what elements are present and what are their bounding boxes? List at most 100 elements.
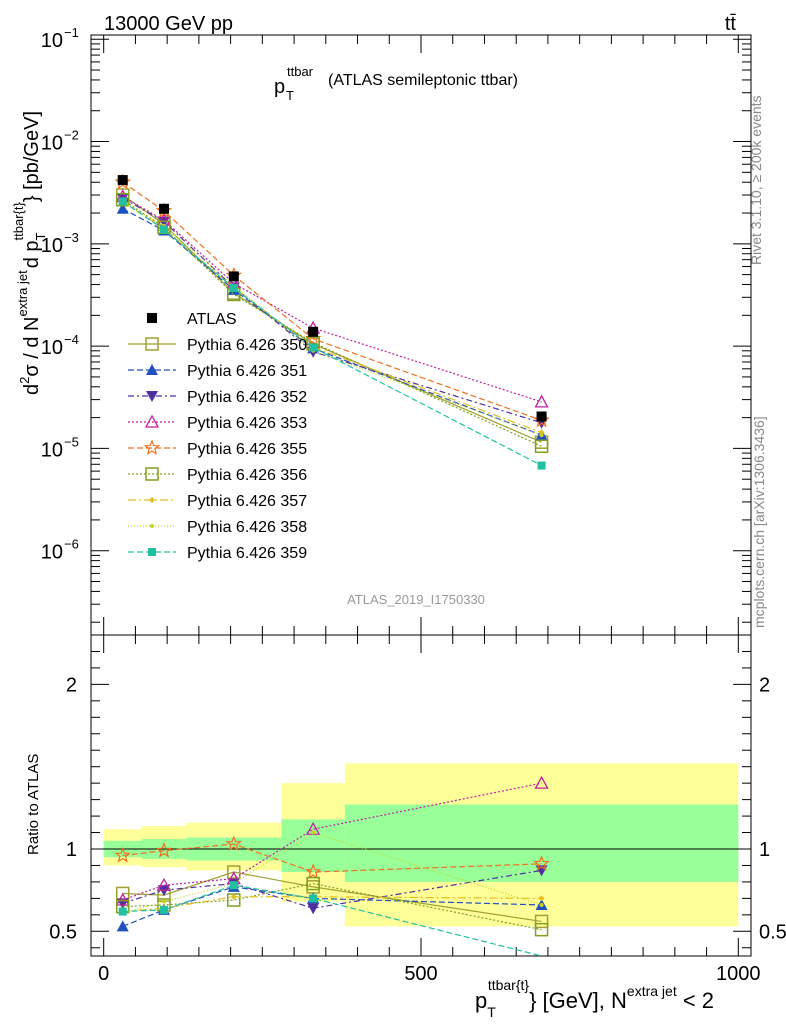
series-line-main bbox=[122, 208, 542, 436]
series-point-main bbox=[116, 202, 129, 214]
ttbar-tag: tt̄ bbox=[725, 13, 737, 35]
legend-label: Pythia 6.426 356 bbox=[187, 467, 307, 484]
ratio-ytick-label: 0.5 bbox=[49, 921, 77, 943]
legend-entry-6: Pythia 6.426 356 bbox=[128, 467, 307, 484]
legend-label: ATLAS bbox=[187, 311, 237, 328]
main-ytick-label: 10 bbox=[41, 337, 63, 359]
series-line-main bbox=[122, 199, 542, 447]
main-ytick-label: 10 bbox=[41, 542, 63, 564]
series-line-main bbox=[122, 194, 542, 443]
stat-band-3 bbox=[281, 819, 345, 873]
legend-marker bbox=[150, 524, 154, 528]
series-point-ratio bbox=[227, 865, 241, 879]
main-ytick-exp: −5 bbox=[64, 434, 79, 449]
series-point-ratio bbox=[534, 914, 549, 929]
ylabel-a: d bbox=[21, 384, 43, 395]
xlabel-sup2: extra jet bbox=[627, 983, 677, 999]
title-p: p bbox=[274, 76, 285, 98]
series-point-main bbox=[309, 343, 318, 352]
legend-marker bbox=[146, 391, 158, 402]
series-line-main bbox=[122, 200, 542, 434]
x-axis-label: pTttbar{t}} [GeV], Nextra jet < 2 bbox=[475, 977, 714, 1020]
series-point-ratio bbox=[534, 775, 549, 789]
main-ytick-label: 10 bbox=[41, 439, 63, 461]
series-point-main bbox=[118, 197, 127, 206]
legend-entry-4: Pythia 6.426 353 bbox=[128, 414, 307, 432]
legend-marker bbox=[145, 467, 159, 481]
series-point-ratio bbox=[539, 902, 544, 907]
series-point-ratio bbox=[307, 903, 320, 915]
series-line-main bbox=[122, 200, 542, 467]
legend-label: Pythia 6.426 351 bbox=[187, 363, 307, 380]
ylabel-b-sup: extra jet bbox=[15, 270, 30, 317]
rivet-version: Rivet 3.1.10, ≥ 200k events bbox=[748, 95, 764, 265]
title-sup: ttbar bbox=[287, 64, 314, 79]
series-line-main bbox=[122, 196, 542, 403]
series-point-main bbox=[534, 439, 549, 454]
ratio-xtick-label: 1000 bbox=[716, 963, 761, 985]
xlabel-sub: T bbox=[487, 1004, 496, 1020]
main-title: p bbox=[274, 76, 285, 98]
ratio-ytick-label-right: 2 bbox=[759, 674, 770, 696]
atlas-data bbox=[117, 175, 547, 422]
series-point-main bbox=[539, 433, 544, 438]
main-ytick-exp: −1 bbox=[64, 25, 79, 40]
series-point-ratio bbox=[229, 881, 238, 890]
series-point-main bbox=[229, 283, 238, 292]
series-point-main bbox=[159, 225, 168, 234]
series-point-ratio bbox=[538, 895, 545, 902]
legend-entry-8: Pythia 6.426 358 bbox=[128, 519, 307, 536]
ylabel-c-sup: ttbar{t} bbox=[11, 202, 26, 241]
legend-entry-2: Pythia 6.426 351 bbox=[128, 363, 307, 380]
main-ylabel: d2σ / d Nextra jet d pTttbar{t}} [pb/GeV] bbox=[11, 111, 48, 395]
series-point-ratio bbox=[156, 877, 172, 891]
series-point-ratio bbox=[533, 855, 550, 871]
legend: ATLAS Pythia 6.426 350 Pythia 6.426 351 Pyt… bbox=[128, 311, 307, 562]
series-line-ratio bbox=[122, 884, 542, 957]
main-ytick-label: 10 bbox=[41, 30, 63, 52]
series-8 bbox=[118, 197, 546, 957]
xlabel-sup: ttbar{t} bbox=[488, 977, 530, 993]
legend-entry-0: ATLAS bbox=[147, 311, 237, 328]
ratio-xtick-label: 500 bbox=[404, 963, 437, 985]
main-ytick-exp: −2 bbox=[64, 128, 79, 143]
legend-marker bbox=[147, 313, 157, 323]
xlabel-mid: } [GeV], N bbox=[529, 988, 627, 1013]
legend-marker bbox=[145, 337, 159, 351]
ratio-xtick-label: 0 bbox=[98, 963, 109, 985]
legend-label: Pythia 6.426 352 bbox=[187, 389, 307, 406]
process-label: 13000 GeV pp bbox=[104, 13, 233, 35]
legend-label: Pythia 6.426 353 bbox=[187, 415, 307, 432]
legend-entry-7: Pythia 6.426 357 bbox=[128, 493, 307, 510]
main-ytick-label: 10 bbox=[41, 133, 63, 155]
ylabel-c-sub: T bbox=[33, 232, 48, 240]
title-sub: T bbox=[286, 88, 294, 103]
svg-text:d2σ / d Nextra jetd pTttbar{: d2σ / d Nextra jet d pTttbar{t}} [pb/GeV] bbox=[11, 111, 48, 395]
legend-entry-9: Pythia 6.426 359 bbox=[128, 545, 307, 562]
series-line-ratio bbox=[122, 782, 542, 901]
legend-label: Pythia 6.426 355 bbox=[187, 441, 307, 458]
series-point-ratio bbox=[116, 920, 129, 932]
ratio-ytick-label-right: 0.5 bbox=[759, 921, 786, 943]
data-point bbox=[158, 203, 169, 214]
ylabel-d: } [pb/GeV] bbox=[21, 111, 43, 202]
legend-label: Pythia 6.426 357 bbox=[187, 493, 307, 510]
series-point-ratio bbox=[311, 830, 316, 835]
legend-entry-3: Pythia 6.426 352 bbox=[128, 389, 307, 406]
data-point bbox=[536, 411, 547, 422]
legend-marker bbox=[149, 497, 155, 503]
data-point bbox=[117, 175, 128, 186]
series-point-ratio bbox=[309, 894, 318, 903]
series-point-ratio bbox=[230, 893, 237, 900]
ylabel-c: d p bbox=[21, 240, 43, 268]
ratio-ylabel: Ratio to ATLAS bbox=[25, 754, 42, 855]
ratio-ytick-label-right: 1 bbox=[759, 839, 770, 861]
series-point-ratio bbox=[161, 899, 166, 904]
series-point-ratio bbox=[115, 892, 130, 906]
ylabel-a-sup: 2 bbox=[17, 377, 32, 384]
ylabel-b: σ / d N bbox=[21, 317, 43, 377]
series-point-ratio bbox=[306, 876, 320, 891]
series-line-main bbox=[122, 181, 542, 421]
series-point-ratio bbox=[304, 863, 322, 880]
